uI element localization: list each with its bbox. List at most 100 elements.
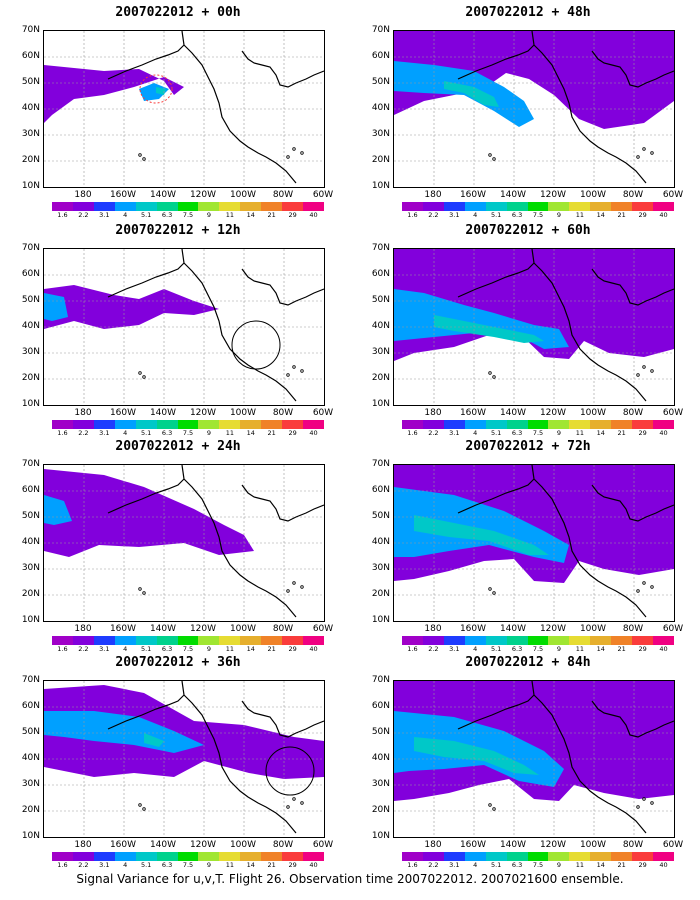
colorbar-swatch: [219, 202, 241, 211]
latitude-label: 20N: [371, 805, 390, 815]
latitude-label: 20N: [21, 589, 40, 599]
latitude-label: 10N: [21, 181, 40, 191]
flight-track-marker: [139, 74, 173, 104]
latitude-label: 20N: [371, 373, 390, 383]
colorbar-swatch: [177, 852, 199, 861]
colorbar-swatch: [52, 636, 73, 645]
map-frame: [43, 248, 325, 406]
longitude-label: 120W: [189, 840, 217, 850]
latitude-label: 70N: [371, 243, 390, 253]
panel-title: 2007022012 + 00h: [115, 5, 241, 20]
island-outline: [292, 581, 296, 585]
colorbar-swatch: [632, 636, 654, 645]
colorbar-label: 21: [617, 645, 626, 653]
latitude-label: 70N: [21, 459, 40, 469]
colorbar-label: 9: [556, 861, 561, 869]
colorbar-label: 4: [123, 861, 128, 869]
colorbar-label: 1.6: [57, 429, 68, 437]
colorbar-label: 3.1: [99, 645, 110, 653]
colorbar-swatch: [303, 852, 324, 861]
latitude-label: 30N: [21, 129, 40, 139]
panel-title: 2007022012 + 24h: [115, 439, 241, 454]
latitude-label: 20N: [21, 373, 40, 383]
colorbar-labels: 1.6 2.2 3.1 4 5.1 6.3 7.5 9 11 14 21 29 40: [402, 645, 674, 654]
figure-caption: Signal Variance for u,v,T. Flight 26. Ob…: [76, 872, 624, 886]
colorbar-label: 2.2: [78, 645, 89, 653]
colorbar-swatch: [485, 852, 507, 861]
colorbar-swatch: [422, 420, 444, 429]
island-outline: [286, 805, 290, 809]
colorbar-swatch: [135, 420, 157, 429]
colorbar-swatch: [632, 852, 654, 861]
colorbar-label: 2.2: [428, 429, 439, 437]
latitude-label: 60N: [21, 269, 40, 279]
map-frame: [393, 30, 675, 188]
panel-title: 2007022012 + 36h: [115, 655, 241, 670]
colorbar-label: 1.6: [407, 861, 418, 869]
colorbar-label: 4: [123, 645, 128, 653]
colorbar-label: 1.6: [407, 211, 418, 219]
colorbar-label: 2.2: [78, 211, 89, 219]
panel-title: 2007022012 + 72h: [465, 439, 591, 454]
latitude-label: 10N: [21, 615, 40, 625]
colorbar-swatch: [261, 202, 283, 211]
colorbar-swatch: [219, 852, 241, 861]
target-region-circle: [231, 320, 281, 370]
colorbar-swatch: [219, 636, 241, 645]
colorbar-swatch: [240, 852, 262, 861]
latitude-label: 50N: [21, 511, 40, 521]
colorbar-swatch: [590, 202, 612, 211]
longitude-label: 160W: [109, 408, 137, 418]
latitude-label: 40N: [21, 753, 40, 763]
colorbar-label: 7.5: [532, 429, 544, 437]
colorbar-label: 11: [575, 861, 584, 869]
coastline: [457, 44, 535, 80]
colorbar-swatch: [198, 420, 220, 429]
longitude-label: 100W: [579, 624, 607, 634]
colorbar-swatch: [198, 852, 220, 861]
colorbar-swatch: [52, 202, 73, 211]
island-outline: [292, 365, 296, 369]
longitude-label: 140W: [149, 624, 177, 634]
colorbar-label: 6.3: [161, 429, 173, 437]
variance-contour-low: [394, 31, 674, 129]
colorbar-swatch: [569, 202, 591, 211]
longitude-label: 60W: [312, 840, 334, 850]
colorbar-label: 3.1: [449, 645, 460, 653]
colorbar-swatch: [653, 202, 674, 211]
colorbar-swatch: [156, 420, 178, 429]
coastline: [107, 694, 185, 730]
longitude-label: 180: [74, 190, 92, 200]
colorbar-label: 7.5: [182, 429, 194, 437]
longitude-label: 60W: [662, 408, 684, 418]
island-outline: [650, 801, 654, 805]
island-outline: [142, 807, 146, 811]
latitude-label: 40N: [371, 753, 390, 763]
latitude-label: 30N: [371, 563, 390, 573]
variance-contour-high: [444, 81, 499, 107]
colorbar-label: 29: [638, 645, 647, 653]
colorbar-swatch: [261, 852, 283, 861]
colorbar-label: 9: [556, 645, 561, 653]
longitude-label: 120W: [189, 624, 217, 634]
latitude-label: 70N: [21, 25, 40, 35]
target-region-circle: [265, 746, 315, 796]
colorbar-swatch: [261, 420, 283, 429]
coastline: [181, 31, 297, 184]
colorbar-label: 1.6: [57, 861, 68, 869]
map-frame: [43, 464, 325, 622]
colorbar-label: 5.1: [490, 861, 502, 869]
variance-contour-low: [44, 469, 254, 557]
colorbar-label: 2.2: [428, 861, 439, 869]
latitude-label: 10N: [21, 831, 40, 841]
longitude-label: 80W: [622, 840, 644, 850]
latitude-label: 50N: [21, 77, 40, 87]
latitude-label: 60N: [371, 485, 390, 495]
colorbar-swatch: [548, 420, 570, 429]
colorbar-label: 1.6: [57, 211, 68, 219]
colorbar-label: 21: [617, 211, 626, 219]
latitude-label: 50N: [21, 295, 40, 305]
colorbar-swatch: [177, 636, 199, 645]
colorbar-label: 40: [659, 429, 668, 437]
colorbar-swatch: [590, 852, 612, 861]
